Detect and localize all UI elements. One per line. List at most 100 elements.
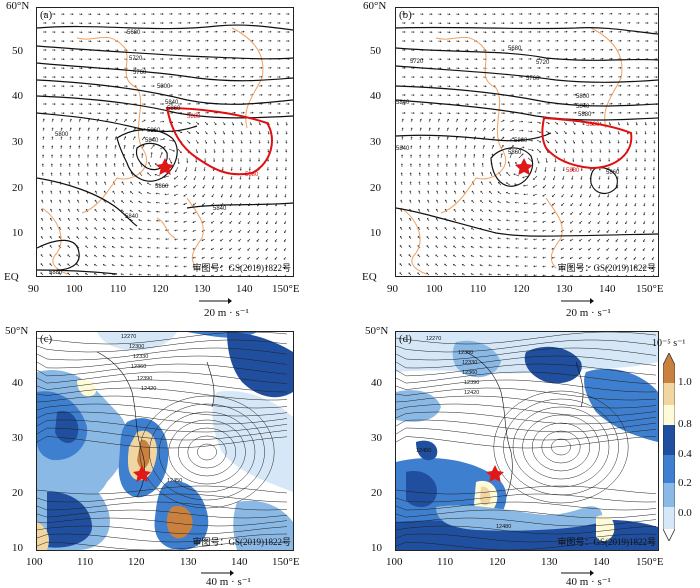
- wind-arrow: [408, 254, 412, 258]
- wind-arrow-head: [207, 111, 209, 114]
- wind-arrow-head: [565, 12, 568, 15]
- wind-arrow: [518, 121, 523, 123]
- wind-arrow-head: [653, 132, 656, 135]
- wind-arrow-head: [502, 40, 505, 43]
- wind-arrow-head: [44, 30, 47, 34]
- wind-arrow: [426, 263, 430, 267]
- wind-arrow-head: [256, 257, 259, 260]
- wind-arrow-head: [247, 248, 250, 251]
- wind-arrow-head: [249, 132, 252, 135]
- wind-arrow-head: [655, 94, 658, 97]
- wind-arrow-head: [231, 151, 234, 153]
- streamline: [158, 411, 256, 493]
- wind-arrow-head: [113, 163, 116, 165]
- wind-arrow: [508, 161, 511, 168]
- wind-arrow-head: [257, 177, 260, 180]
- wind-arrow-head: [193, 178, 196, 180]
- wind-arrow-head: [488, 264, 491, 267]
- wind-arrow-head: [583, 39, 586, 42]
- wind-arrow-head: [444, 245, 447, 248]
- streamline: [396, 427, 657, 441]
- wind-arrow-head: [562, 169, 565, 172]
- wind-arrow: [204, 166, 206, 171]
- wind-arrow-head: [222, 151, 225, 153]
- wind-arrow-head: [626, 141, 629, 144]
- wind-arrow-head: [453, 227, 456, 230]
- wind-arrow-head: [418, 217, 420, 220]
- wind-arrow-head: [116, 76, 119, 79]
- wind-arrow-head: [93, 273, 96, 275]
- wind-arrow-head: [436, 190, 439, 193]
- wind-arrow: [580, 175, 583, 180]
- wind-arrow-head: [201, 248, 204, 250]
- wind-vectors: [40, 12, 290, 276]
- wind-arrow-head: [183, 229, 186, 232]
- wind-arrow: [578, 265, 583, 268]
- wind-arrow-head: [143, 13, 146, 16]
- wind-arrow-head: [573, 132, 576, 135]
- wind-arrow-head: [287, 30, 290, 34]
- wind-arrow: [579, 238, 583, 242]
- streamline: [37, 387, 288, 401]
- wind-arrow: [231, 130, 234, 135]
- wind-arrow: [437, 136, 440, 141]
- wind-arrow-head: [233, 75, 236, 78]
- wind-arrow-head: [180, 102, 182, 105]
- wind-arrow-head: [624, 257, 627, 260]
- wind-arrow: [275, 220, 278, 225]
- wind-arrow-head: [593, 111, 595, 114]
- wind-arrow-head: [94, 227, 97, 230]
- wind-arrow-head: [503, 103, 505, 106]
- wind-arrow-head: [428, 127, 431, 130]
- wind-arrow-head: [69, 145, 72, 148]
- wind-arrow-head: [134, 13, 137, 16]
- wind-arrow-head: [111, 264, 114, 266]
- wind-arrow: [533, 256, 538, 258]
- wind-arrow-head: [634, 213, 637, 216]
- wind-arrow-head: [107, 76, 110, 79]
- wind-arrow-head: [78, 145, 81, 148]
- wind-arrow-head: [116, 58, 119, 61]
- wind-arrow-head: [457, 13, 460, 16]
- wind-arrow-head: [439, 22, 442, 25]
- wind-arrow: [597, 247, 601, 251]
- wind-arrow: [417, 272, 421, 276]
- wind-arrow: [461, 264, 466, 267]
- wind-arrow-head: [475, 85, 478, 88]
- wind-arrow: [222, 130, 225, 135]
- wind-arrow-head: [522, 146, 525, 149]
- wind-arrow-head: [588, 275, 590, 276]
- wind-arrow: [470, 264, 475, 267]
- wind-arrow-head: [242, 66, 245, 69]
- wind-arrow: [122, 172, 125, 177]
- wind-arrow-head: [533, 229, 535, 232]
- wind-arrow-head: [533, 220, 535, 223]
- wind-arrow-head: [409, 181, 412, 184]
- wind-arrow: [533, 229, 538, 231]
- wind-arrow: [120, 264, 125, 267]
- wind-arrow-head: [533, 211, 535, 214]
- wind-arrow: [461, 273, 466, 276]
- wind-arrow: [147, 219, 152, 222]
- wind-arrow-head: [592, 66, 595, 69]
- wind-arrow-head: [44, 102, 47, 106]
- wind-arrow-head: [210, 239, 213, 242]
- wind-arrow-head: [156, 237, 158, 240]
- wind-arrow-head: [233, 48, 236, 51]
- wind-arrow: [532, 184, 538, 188]
- wind-arrow-head: [421, 112, 424, 115]
- wind-arrow-head: [580, 169, 583, 171]
- wind-arrow: [102, 255, 107, 258]
- wind-arrow-head: [152, 67, 155, 70]
- wind-arrow: [138, 219, 143, 222]
- contour-label: 12360: [462, 370, 477, 376]
- streamline: [37, 379, 288, 393]
- wind-arrow-head: [502, 76, 505, 79]
- wind-arrow: [626, 184, 628, 189]
- wind-arrow-head: [219, 248, 222, 251]
- wind-arrow-head: [515, 210, 517, 213]
- wind-arrow: [653, 130, 656, 135]
- lon-tick: 140: [231, 556, 248, 568]
- wind-arrow-head: [615, 248, 618, 251]
- streamline: [197, 443, 217, 461]
